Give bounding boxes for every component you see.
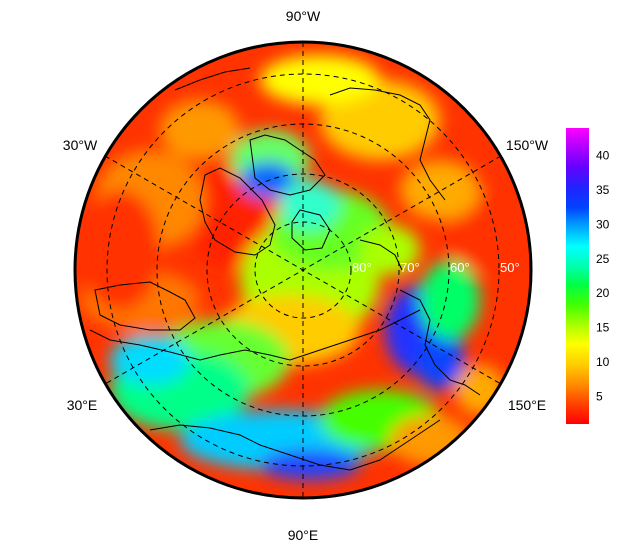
data-field	[75, 42, 531, 498]
lon-label-upper-right: 150°W	[506, 137, 549, 153]
colorbar-tick-label: 10	[596, 355, 610, 369]
longitude-labels: 90°W 30°W 150°W 30°E 150°E 90°E	[63, 8, 549, 543]
colorbar-tick-label: 35	[596, 183, 610, 197]
colorbar-tick-label: 40	[596, 149, 610, 163]
lat-label-80: 80°	[352, 260, 372, 275]
colorbar-tick-label: 20	[596, 286, 610, 300]
lat-label-60: 60°	[450, 260, 470, 275]
colorbar: 40 35 30 25 20 15 10 5	[566, 128, 610, 424]
colorbar-gradient	[566, 128, 589, 424]
lon-label-upper-left: 30°W	[63, 137, 98, 153]
lon-label-top: 90°W	[286, 8, 321, 24]
colorbar-tick-label: 15	[596, 321, 610, 335]
lon-label-bottom: 90°E	[288, 527, 319, 543]
meridian-150-30	[104, 155, 502, 385]
latitude-labels: 80° 70° 60° 50°	[352, 260, 520, 275]
colorbar-tick-label: 25	[596, 252, 610, 266]
map-border	[73, 40, 533, 500]
colorbar-tick-label: 5	[596, 389, 603, 403]
colorbar-ticks: 40 35 30 25 20 15 10 5	[596, 149, 610, 404]
graticule	[104, 42, 502, 498]
lat-label-70: 70°	[400, 260, 420, 275]
colorbar-tick-label: 30	[596, 217, 610, 231]
lat-label-50: 50°	[500, 260, 520, 275]
lon-label-lower-left: 30°E	[67, 397, 98, 413]
lon-label-lower-right: 150°E	[508, 397, 546, 413]
latitude-circle-70	[206, 173, 400, 367]
